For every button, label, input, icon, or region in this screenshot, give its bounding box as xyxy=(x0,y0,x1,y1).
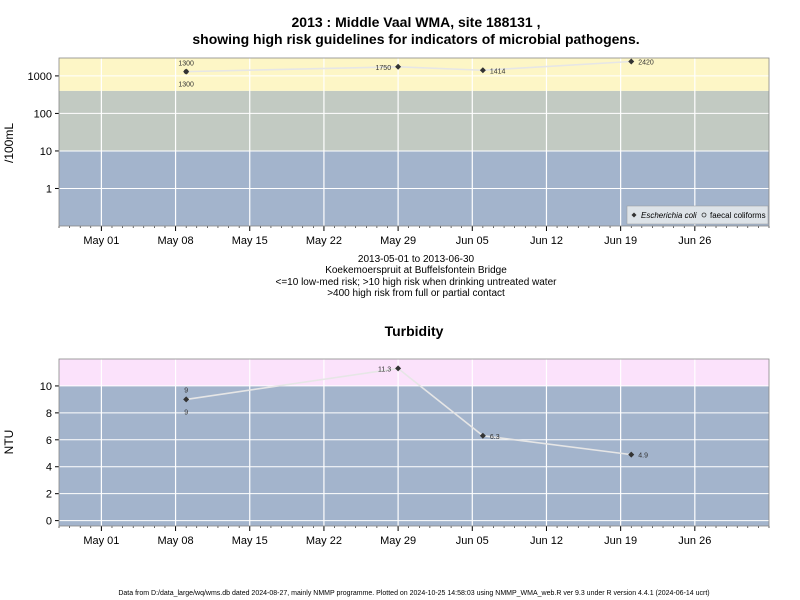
x-tick-label: May 22 xyxy=(306,535,342,547)
data-point-diamond xyxy=(395,63,402,70)
y-tick-label: 1 xyxy=(46,183,52,195)
x-tick-label: Jun 05 xyxy=(456,535,489,547)
y-tick-label: 0 xyxy=(46,516,52,528)
series-line xyxy=(186,60,632,73)
x-tick-label: May 08 xyxy=(158,535,194,547)
y-axis-label: NTU xyxy=(2,430,16,455)
data-label: 1300 xyxy=(178,82,194,89)
data-label: 6.3 xyxy=(490,434,500,441)
data-label: 11.3 xyxy=(378,366,391,373)
data-point-circle xyxy=(183,69,189,75)
x-tick-label: Jun 19 xyxy=(604,535,637,547)
y-tick-label: 2 xyxy=(46,489,52,501)
data-label: 4.9 xyxy=(638,453,648,460)
legend-circle-icon xyxy=(701,212,707,218)
chart-title-line1: 2013 : Middle Vaal WMA, site 188131 , xyxy=(292,14,541,30)
x-tick-label: May 01 xyxy=(83,535,119,547)
axes: 0 2 4 6 8 10 May 01 May 08 May 15 May 22 May 29 Jun… xyxy=(40,358,770,547)
x-tick-label: Jun 26 xyxy=(678,235,711,247)
data-label: 9 xyxy=(184,409,188,416)
data-point-diamond xyxy=(628,58,635,65)
ecoli-chart: 1 10 100 1000 May 01 May 08 May 15 May 22 May 29… xyxy=(2,57,770,247)
plot-frame xyxy=(58,57,770,227)
x-tick-label: May 22 xyxy=(306,235,342,247)
y-axis-label: /100mL xyxy=(2,123,16,163)
y-tick-label: 1000 xyxy=(28,71,52,83)
x-tick-label: May 15 xyxy=(232,235,268,247)
x-tick-label: Jun 12 xyxy=(530,235,563,247)
risk-bands xyxy=(59,359,769,526)
series-layer: 9 11.3 6.3 4.9 9 xyxy=(183,365,648,460)
risk-band xyxy=(59,90,769,151)
plot-frame xyxy=(58,358,770,527)
y-tick-label: 10 xyxy=(40,381,52,393)
series-layer: 1300 1750 1414 2420 1300 xyxy=(178,58,654,89)
data-point-diamond xyxy=(395,365,402,372)
data-point-diamond xyxy=(183,396,190,403)
x-tick-label: Jun 12 xyxy=(530,535,563,547)
data-point-diamond xyxy=(628,451,635,458)
x-tick-label: May 29 xyxy=(380,235,416,247)
x-tick-label: May 01 xyxy=(83,235,119,247)
x-tick-label: May 08 xyxy=(158,235,194,247)
risk-bands xyxy=(59,58,769,226)
data-label: 1414 xyxy=(490,68,506,75)
risk-note-line1: <=10 low-med risk; >10 high risk when dr… xyxy=(276,277,558,288)
data-point-diamond xyxy=(479,432,486,439)
grid-lines xyxy=(59,359,769,526)
y-tick-label: 6 xyxy=(46,435,52,447)
data-label: 1300 xyxy=(178,61,194,68)
x-tick-label: Jun 19 xyxy=(604,235,637,247)
axes: 1 10 100 1000 May 01 May 08 May 15 May 22 May 29… xyxy=(28,57,770,247)
legend: Escherichia coli faecal coliforms xyxy=(626,205,769,225)
data-label: 9 xyxy=(184,387,188,394)
x-tick-label: Jun 05 xyxy=(456,235,489,247)
legend-ecoli-label: Escherichia coli xyxy=(641,211,697,220)
legend-box xyxy=(626,205,769,225)
x-tick-label: May 15 xyxy=(232,535,268,547)
y-tick-label: 4 xyxy=(46,462,52,474)
chart-title-line2: showing high risk guidelines for indicat… xyxy=(192,31,639,47)
data-point-diamond xyxy=(479,67,486,74)
series-line xyxy=(186,367,632,456)
grid-lines xyxy=(59,58,769,226)
y-tick-label: 10 xyxy=(40,146,52,158)
risk-band xyxy=(59,385,769,526)
legend-diamond-icon xyxy=(631,212,637,218)
turbidity-title: Turbidity xyxy=(385,323,444,339)
y-tick-label: 8 xyxy=(46,408,52,420)
risk-band xyxy=(59,58,769,91)
legend-faecal-label: faecal coliforms xyxy=(710,211,766,220)
turbidity-chart: Turbidity 0 2 4 6 8 10 May 01 May 08 May 15 May 2… xyxy=(2,323,770,547)
date-range: 2013-05-01 to 2013-06-30 xyxy=(358,254,475,265)
x-tick-label: May 29 xyxy=(380,535,416,547)
risk-note-line2: >400 high risk from full or partial cont… xyxy=(327,288,505,299)
data-label: 2420 xyxy=(638,60,654,67)
y-tick-label: 100 xyxy=(34,108,52,120)
x-tick-label: Jun 26 xyxy=(678,535,711,547)
site-name: Koekemoerspruit at Buffelsfontein Bridge xyxy=(325,265,507,276)
footer-note: Data from D:/data_large/wq/wms.db dated … xyxy=(118,590,709,597)
data-label: 1750 xyxy=(376,65,392,72)
